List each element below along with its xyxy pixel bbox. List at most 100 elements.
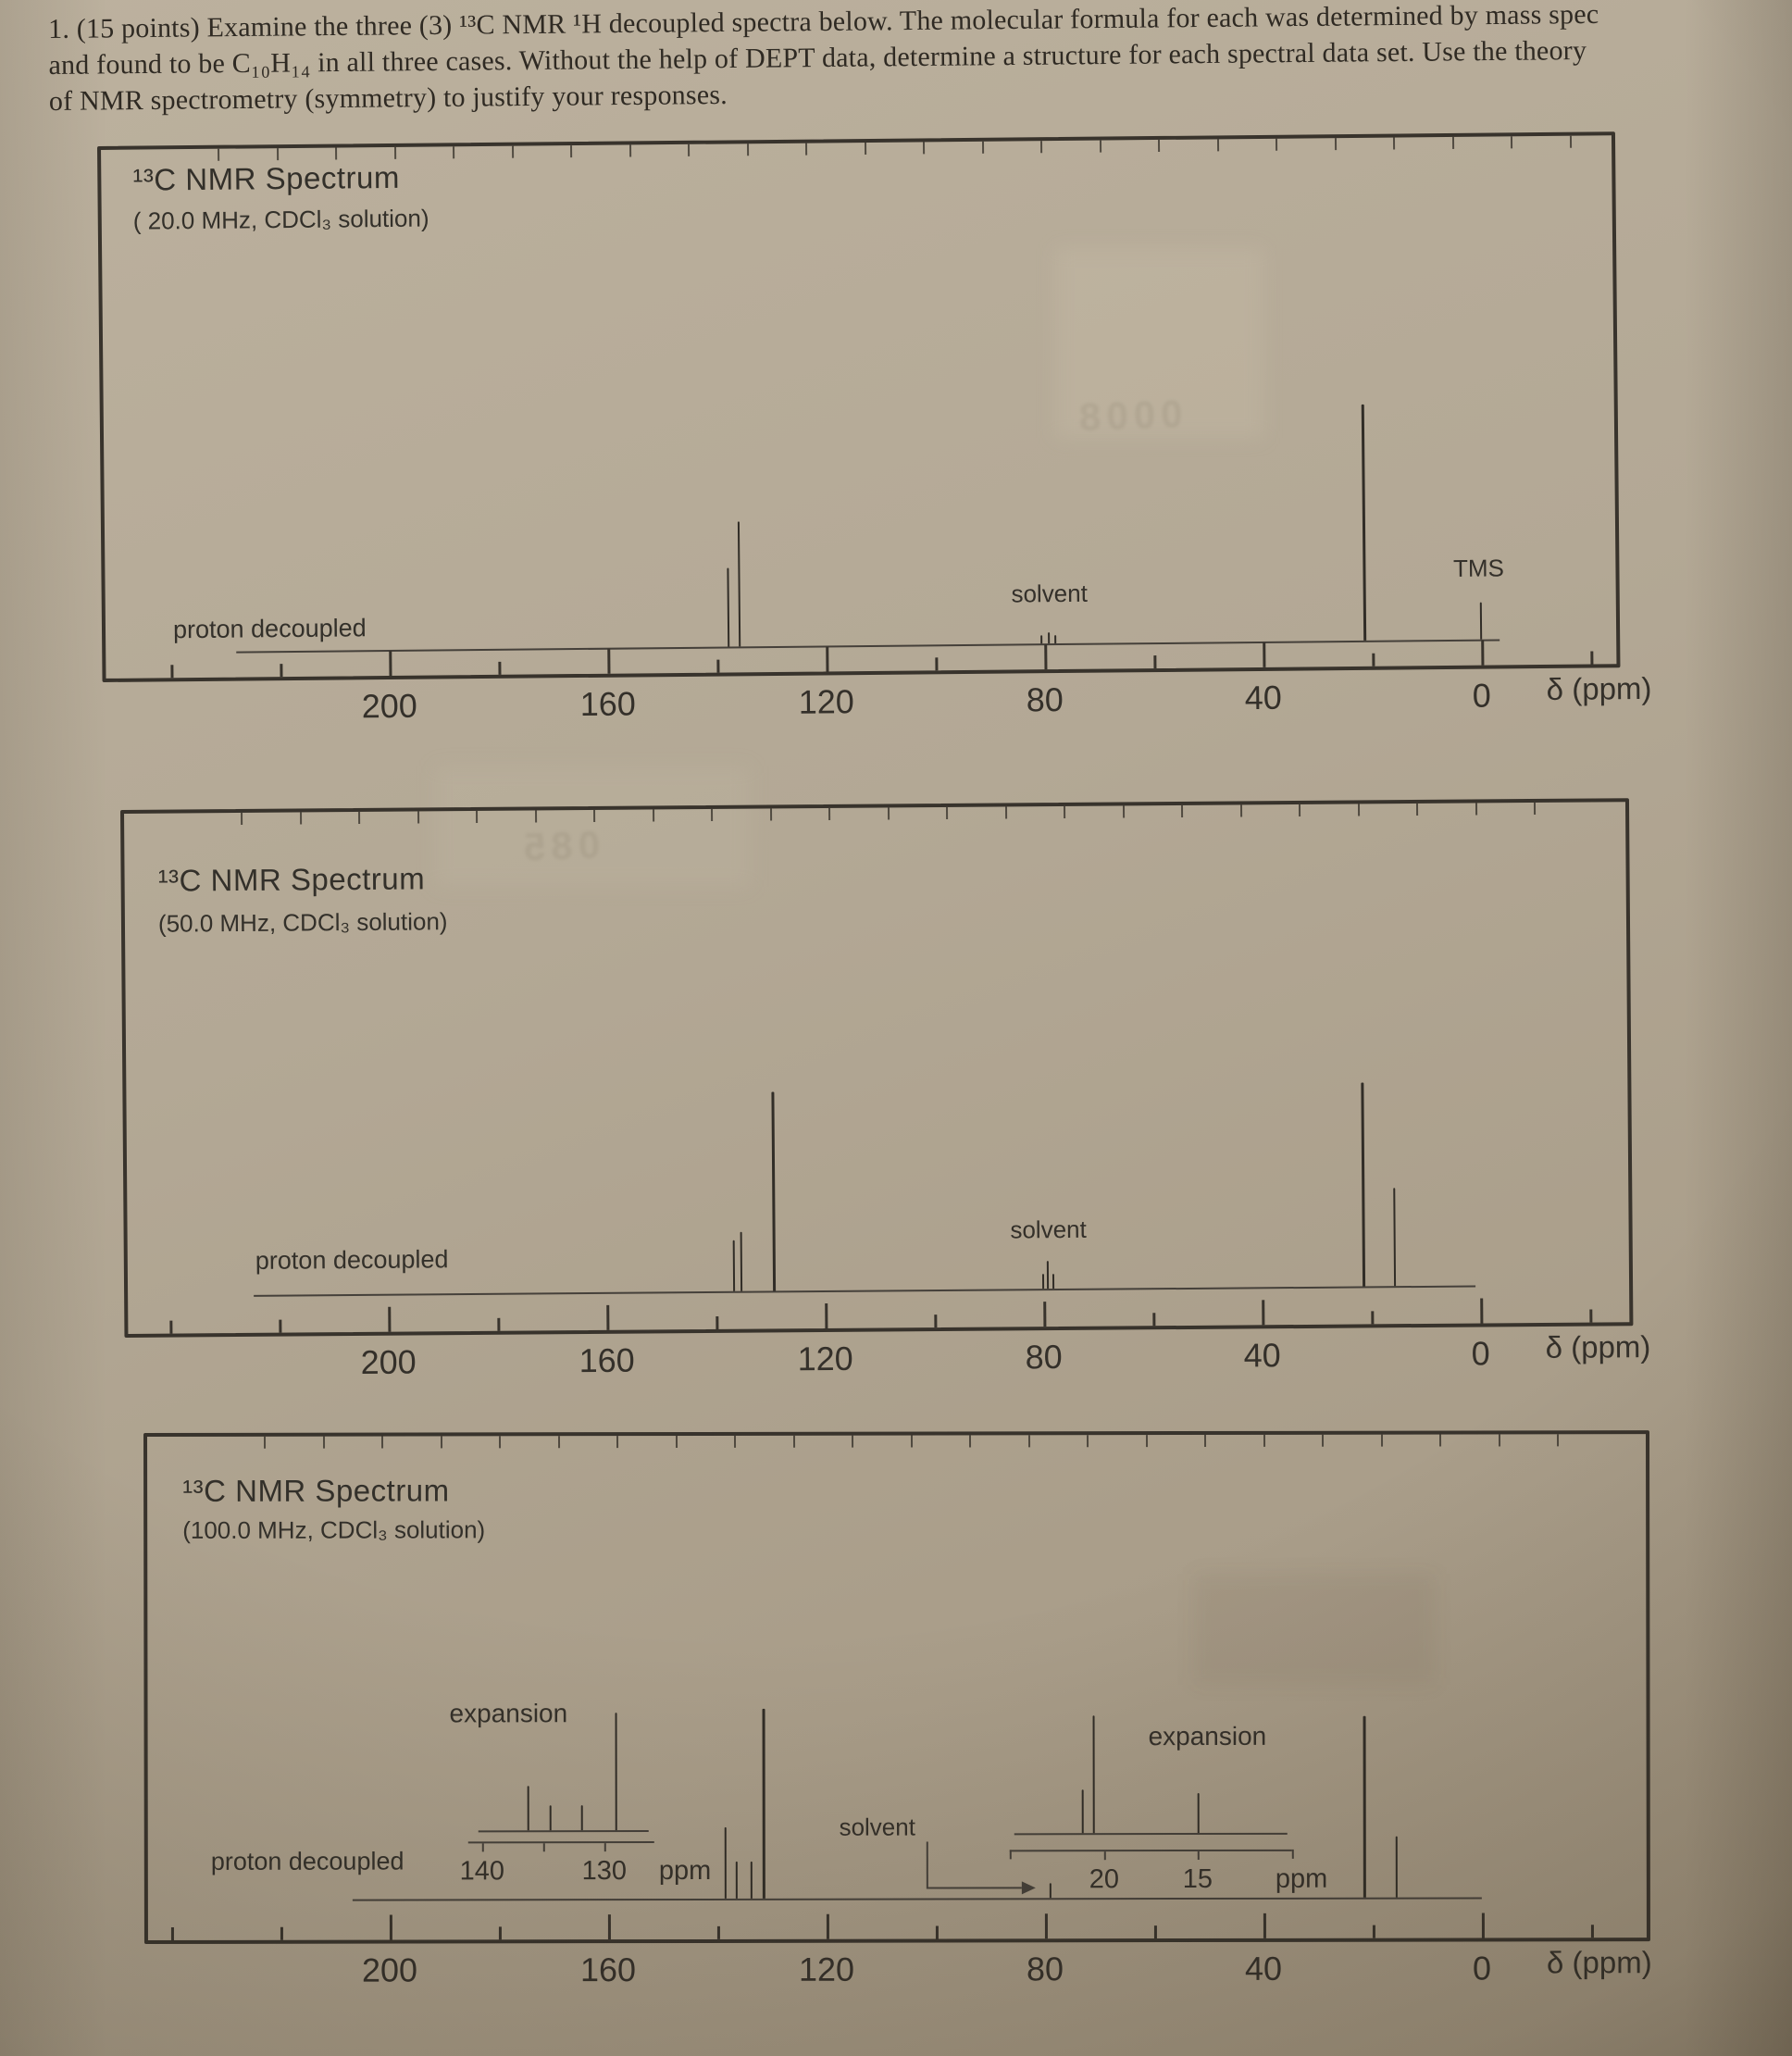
axis-major-tick (1044, 644, 1047, 670)
chart-paper-tick (499, 1436, 502, 1449)
expansion-peak (1081, 1789, 1084, 1834)
inset-unit-label: ppm (1275, 1863, 1328, 1894)
axis-tick-label: 160 (579, 1340, 635, 1380)
signal-peak (732, 1240, 736, 1291)
axis-tick-label: 80 (1025, 1338, 1063, 1377)
chart-paper-tick (675, 1435, 678, 1448)
chart-paper-tick (969, 1435, 972, 1448)
chart-paper-tick (1004, 806, 1007, 819)
axis-tick-label: 40 (1244, 1949, 1283, 1987)
axis-minor-tick (1372, 1925, 1375, 1938)
axis-minor-tick (1153, 655, 1156, 669)
chart-paper-tick (864, 143, 866, 156)
chart-paper-tick (1510, 136, 1513, 149)
chart-paper-tick (1275, 138, 1278, 151)
expansion-peak (615, 1713, 617, 1831)
signal-peak (750, 1861, 753, 1899)
chart-paper-tick (511, 145, 514, 158)
expansion-label: expansion (1148, 1721, 1267, 1751)
signal-peak (1395, 1836, 1398, 1898)
chart-paper-tick (769, 808, 772, 821)
axis-minor-tick (170, 665, 174, 679)
chart-paper-tick (1064, 805, 1066, 818)
chart-paper-tick (711, 808, 714, 821)
axis-minor-tick (1589, 1309, 1592, 1323)
chart-paper-tick (593, 809, 596, 822)
axis-minor-tick (716, 1925, 720, 1939)
signal-peak (727, 567, 730, 647)
chart-paper-tick (922, 142, 926, 155)
chart-paper-tick (1298, 804, 1301, 817)
expansion-peak (527, 1786, 529, 1831)
chart-paper-tick (1157, 139, 1161, 152)
axis-minor-tick (1371, 1311, 1374, 1325)
inset-baseline (1014, 1832, 1288, 1836)
axis-major-tick (389, 1914, 392, 1940)
chart-paper-tick (393, 146, 396, 159)
chart-paper-tick (1087, 1435, 1089, 1448)
solvent-arrow-vertical (926, 1841, 928, 1888)
chart-paper-tick (1027, 1435, 1030, 1448)
solvent-peak (1047, 1261, 1050, 1290)
chart-paper-tick (1569, 135, 1572, 148)
axis-tick-label: 120 (797, 1339, 853, 1378)
expansion-peak (549, 1805, 552, 1831)
axis-minor-tick (497, 1317, 500, 1331)
spectrum-plot: solvent TMS 200 160 120 80 40 0 δ (ppm) (97, 131, 1652, 725)
chart-paper-tick (440, 1436, 442, 1449)
chart-paper-tick (241, 812, 243, 825)
chart-paper-tick (358, 811, 361, 824)
axis-tick-label: 0 (1471, 1334, 1490, 1373)
expansion-peak (1092, 1715, 1095, 1834)
axis-major-tick (1262, 1300, 1264, 1326)
axis-major-tick (389, 650, 392, 676)
chart-paper-tick (688, 143, 691, 156)
trace-baseline (254, 1285, 1476, 1297)
chart-paper-tick (322, 1436, 325, 1449)
inset-axis-tick (542, 1843, 545, 1852)
axis-major-tick (388, 1306, 391, 1332)
tms-label: TMS (1452, 554, 1505, 582)
solvent-arrow-head (1021, 1881, 1036, 1895)
signal-peak (724, 1826, 727, 1899)
chart-paper-tick (1475, 803, 1477, 816)
solvent-label: solvent (1010, 1215, 1087, 1244)
inset-axis-tick (1197, 1851, 1200, 1861)
axis-minor-tick (1590, 651, 1593, 665)
inset-axis (467, 1841, 654, 1844)
axis-minor-tick (935, 1925, 939, 1939)
signal-peak (1362, 404, 1367, 641)
chart-paper-tick (734, 1435, 737, 1448)
signal-peak (1361, 1082, 1366, 1287)
chart-paper-tick (381, 1436, 384, 1449)
axis-unit-label: δ (ppm) (1546, 1945, 1652, 1980)
chart-paper-tick (1439, 1434, 1442, 1447)
axis-tick-label: 120 (798, 682, 855, 721)
chart-paper-tick (264, 1436, 267, 1449)
axis-major-tick (1263, 642, 1265, 667)
axis-major-tick (826, 1913, 829, 1939)
signal-peak (738, 521, 741, 647)
chart-paper-tick (557, 1436, 560, 1449)
axis-major-tick (825, 1303, 828, 1329)
axis-tick-label: 120 (798, 1950, 855, 1988)
axis-minor-tick (716, 1315, 718, 1329)
expansion-peak (580, 1805, 583, 1831)
solvent-peak (1054, 635, 1057, 644)
chart-paper-tick (1239, 804, 1242, 817)
solvent-peak (1052, 1274, 1054, 1290)
inset-axis-tick (481, 1843, 484, 1852)
axis-tick-label: 0 (1472, 1949, 1492, 1987)
inset-baseline (478, 1830, 649, 1833)
axis-unit-label: δ (ppm) (1545, 1329, 1651, 1364)
chart-paper-tick (828, 807, 831, 820)
inset-tick-label: 15 (1182, 1863, 1213, 1895)
chart-paper-tick (570, 145, 573, 158)
axis-major-tick (607, 648, 610, 674)
axis-minor-tick (280, 664, 283, 678)
chart-paper-tick (1533, 802, 1537, 816)
spectrum-plot: solvent 200 160 120 80 40 0 δ (ppm) (120, 798, 1650, 1381)
chart-paper-tick (1357, 804, 1360, 816)
chart-paper-tick (299, 812, 302, 825)
